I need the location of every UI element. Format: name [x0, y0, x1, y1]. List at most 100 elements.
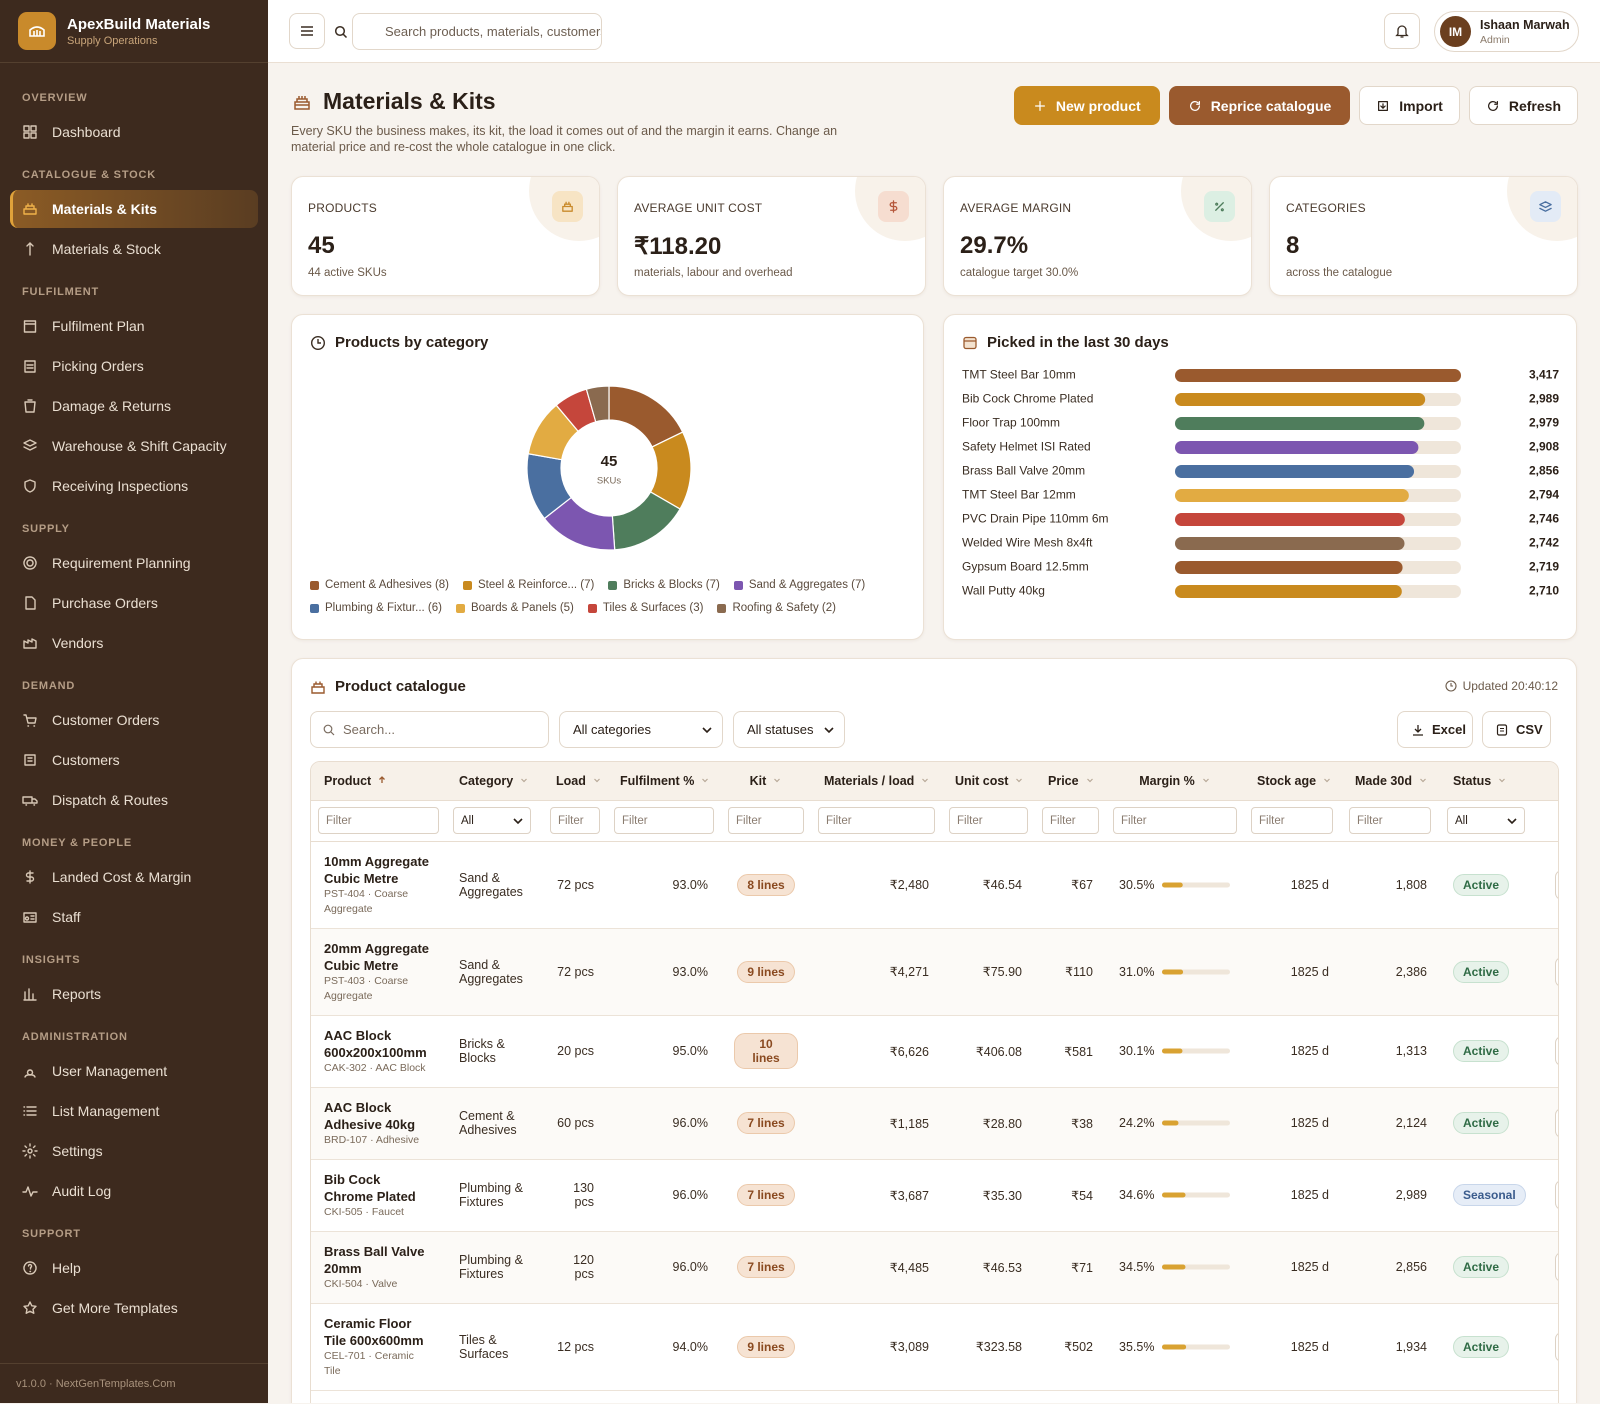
column-filter[interactable]: Filter [1251, 807, 1333, 834]
nav-item[interactable]: Settings [10, 1131, 258, 1171]
column-filter[interactable]: All [453, 807, 531, 834]
column-header[interactable]: Price [1035, 762, 1106, 801]
notifications-button[interactable] [1384, 13, 1420, 49]
margin-wrap: 31.0% [1119, 965, 1231, 979]
table-row[interactable]: Brass Ball Valve 20mm CKI-504 · Valve Plum… [311, 1231, 1558, 1304]
row-action[interactable] [1555, 956, 1558, 987]
header-button[interactable]: Reprice catalogue [1168, 86, 1351, 125]
price: ₹581 [1064, 1044, 1093, 1059]
csv-button[interactable]: CSV [1482, 711, 1551, 748]
table-cell: 2,386 [1342, 928, 1440, 1016]
filter-cell: Filter [811, 800, 942, 842]
select-label: All categories [573, 722, 652, 737]
column-filter[interactable]: Filter [318, 807, 439, 834]
column-header[interactable]: Stock age [1244, 762, 1342, 801]
catalogue-search[interactable]: Search... [310, 711, 549, 748]
nav-item[interactable]: Dashboard [10, 112, 258, 152]
row-action[interactable] [1555, 869, 1558, 900]
column-filter[interactable]: Filter [1042, 807, 1099, 834]
excel-button[interactable]: Excel [1397, 711, 1473, 748]
nav-item[interactable]: Audit Log [10, 1171, 258, 1211]
button-label: CSV [1516, 722, 1543, 737]
icon [23, 714, 37, 727]
header-button[interactable]: New product [1013, 86, 1160, 125]
nav-item[interactable]: Vendors [10, 623, 258, 663]
row-action[interactable] [1555, 1180, 1558, 1210]
user-menu[interactable]: IM Ishaan Marwah Admin [1434, 11, 1579, 52]
nav-item[interactable]: Materials & Kits [10, 190, 258, 228]
nav-item[interactable]: Warehouse & Shift Capacity [10, 426, 258, 466]
kit-badge: 7 lines [737, 1112, 795, 1134]
nav-item[interactable]: Staff [10, 897, 258, 937]
column-header[interactable]: Load [543, 762, 607, 801]
nav-item[interactable]: Materials & Stock [10, 229, 258, 269]
nav-item[interactable]: Help [10, 1248, 258, 1288]
row-action[interactable] [1555, 1108, 1558, 1138]
table-row[interactable]: 20mm Aggregate Cubic Metre PST-403 · Coar… [311, 928, 1558, 1016]
table-cell: Sand & Aggregates [446, 928, 543, 1016]
column-header[interactable]: Category [446, 762, 543, 801]
column-filter[interactable]: Filter [818, 807, 935, 834]
column-filter[interactable]: Filter [1113, 807, 1237, 834]
nav-item[interactable]: Receiving Inspections [10, 466, 258, 506]
nav-item[interactable]: Damage & Returns [10, 386, 258, 426]
made-30d: 1,808 [1395, 877, 1427, 892]
column-filter[interactable]: Filter [949, 807, 1028, 834]
column-header[interactable]: Made 30d [1342, 762, 1440, 801]
header-button[interactable]: Import [1359, 86, 1460, 125]
bar [1175, 489, 1409, 502]
filter-cell: Filter [721, 800, 811, 842]
sort-icon [774, 778, 781, 783]
column-header[interactable]: Unit cost [942, 762, 1035, 801]
kpi-icon [1530, 191, 1561, 222]
status-select[interactable]: All statuses [733, 711, 845, 748]
column-filter[interactable]: Filter [728, 807, 804, 834]
catalogue-table: Product Category Load Fulfilment % Kit Materi… [311, 762, 1558, 1391]
search-icon [323, 724, 335, 735]
margin-track [1162, 1120, 1231, 1126]
column-filter[interactable]: Filter [614, 807, 714, 834]
category-select[interactable]: All categories [559, 711, 723, 748]
nav-item[interactable]: User Management [10, 1051, 258, 1091]
product-category: Bricks & Blocks [459, 1037, 505, 1065]
table-row[interactable]: AAC Block 600x200x100mm CAK-302 · AAC Blo… [311, 1015, 1558, 1088]
nav-item[interactable]: Requirement Planning [10, 543, 258, 583]
column-header[interactable]: Status [1440, 762, 1543, 801]
load: 20 pcs [557, 1044, 594, 1058]
nav-item[interactable]: Dispatch & Routes [10, 780, 258, 820]
nav-item[interactable]: Customers [10, 740, 258, 780]
table-cell: 120 pcs [543, 1231, 607, 1304]
nav-item-label: Customer Orders [52, 712, 160, 728]
menu-button[interactable] [289, 13, 325, 49]
table-row[interactable]: AAC Block Adhesive 40kg BRD-107 · Adhesiv… [311, 1087, 1558, 1160]
column-header[interactable]: Product [311, 762, 446, 801]
column-header[interactable]: Margin % [1106, 762, 1244, 801]
nav-item[interactable]: Picking Orders [10, 346, 258, 386]
column-label: Unit cost [955, 773, 1009, 788]
nav-item[interactable]: List Management [10, 1091, 258, 1131]
column-header[interactable]: Kit [721, 762, 811, 801]
header-button[interactable]: Refresh [1468, 86, 1578, 125]
nav-item[interactable]: Reports [10, 974, 258, 1014]
table-row[interactable]: 10mm Aggregate Cubic Metre PST-404 · Coar… [311, 841, 1558, 929]
row-action[interactable] [1555, 1331, 1558, 1362]
table-cell: 96.0% [607, 1087, 721, 1160]
row-action[interactable] [1555, 1036, 1558, 1066]
table-row[interactable]: Bib Cock Chrome Plated CKI-505 · Faucet Pl… [311, 1159, 1558, 1232]
nav-item[interactable]: Get More Templates [10, 1288, 258, 1328]
column-label: Margin % [1139, 773, 1195, 788]
nav-item[interactable]: Landed Cost & Margin [10, 857, 258, 897]
column-filter[interactable]: Filter [550, 807, 600, 834]
column-filter[interactable]: Filter [1349, 807, 1431, 834]
nav-item[interactable]: Customer Orders [10, 700, 258, 740]
table-cell: ₹4,271 [811, 928, 942, 1016]
nav-item[interactable]: Fulfilment Plan [10, 306, 258, 346]
table-row[interactable]: Ceramic Floor Tile 600x600mm CEL-701 · Ce… [311, 1303, 1558, 1391]
user-avatar: IM [1440, 16, 1471, 47]
nav-item[interactable]: Purchase Orders [10, 583, 258, 623]
global-search[interactable]: Search products, materials, customers [352, 13, 602, 50]
column-filter[interactable]: All [1447, 807, 1525, 834]
column-header[interactable]: Fulfilment % [607, 762, 721, 801]
row-action[interactable] [1555, 1252, 1558, 1282]
column-header[interactable]: Materials / load [811, 762, 942, 801]
